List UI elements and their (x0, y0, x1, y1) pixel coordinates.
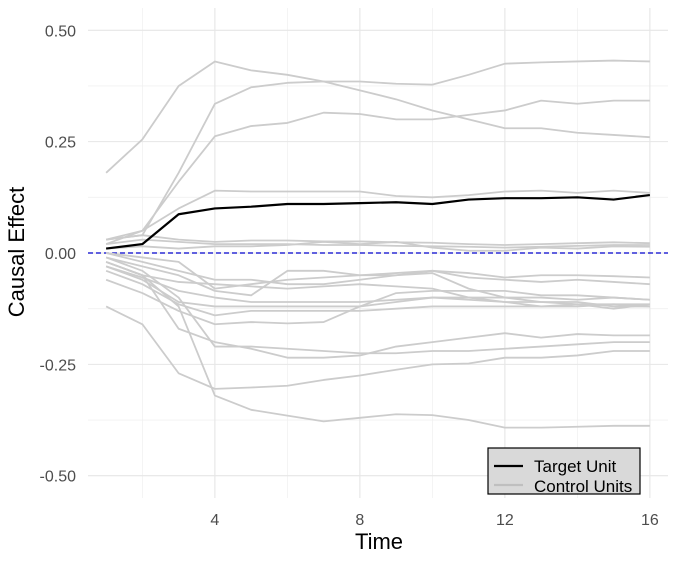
control-unit-line-15 (105, 278, 650, 326)
control-unit-lines (105, 59, 650, 429)
control-unit-line-4 (105, 189, 650, 245)
x-tick-label: 12 (496, 512, 514, 529)
x-tick-label: 4 (210, 512, 219, 529)
control-unit-line-6 (106, 238, 650, 249)
control-unit-line-2 (106, 59, 650, 241)
control-unit-line-13 (105, 265, 650, 310)
control-unit-line-17 (105, 261, 650, 359)
legend-label-target: Target Unit (534, 457, 616, 476)
control-unit-line-9 (105, 252, 650, 308)
control-unit-line-3 (105, 99, 650, 241)
x-axis-ticks: 4 8 12 16 (210, 512, 658, 529)
legend: Target Unit Control Units (487, 447, 641, 496)
y-axis-ticks: 0.50 0.25 0.00 -0.25 -0.50 (40, 23, 77, 485)
y-axis-title: Causal Effect (4, 187, 29, 317)
target-unit-line-group (105, 193, 651, 250)
control-unit-line-5 (106, 234, 650, 246)
x-tick-label: 8 (355, 512, 364, 529)
y-tick-label: 0.25 (45, 135, 76, 152)
control-unit-line-19 (105, 256, 650, 355)
y-tick-label: -0.50 (40, 469, 77, 486)
control-unit-line-12 (105, 265, 650, 308)
control-unit-line-18 (105, 261, 650, 429)
y-tick-label: 0.00 (45, 246, 76, 263)
y-tick-label: 0.50 (45, 23, 76, 40)
legend-label-control: Control Units (534, 477, 632, 496)
target-unit-line (105, 193, 651, 250)
control-unit-line-14 (105, 269, 650, 317)
x-tick-label: 16 (641, 512, 659, 529)
control-unit-line-1 (105, 60, 650, 174)
control-unit-line-16 (105, 305, 650, 390)
x-axis-title: Time (355, 529, 403, 554)
control-unit-line-11 (105, 261, 650, 301)
y-tick-label: -0.25 (40, 357, 77, 374)
legend-box (487, 447, 641, 495)
control-unit-line-7 (106, 240, 650, 252)
